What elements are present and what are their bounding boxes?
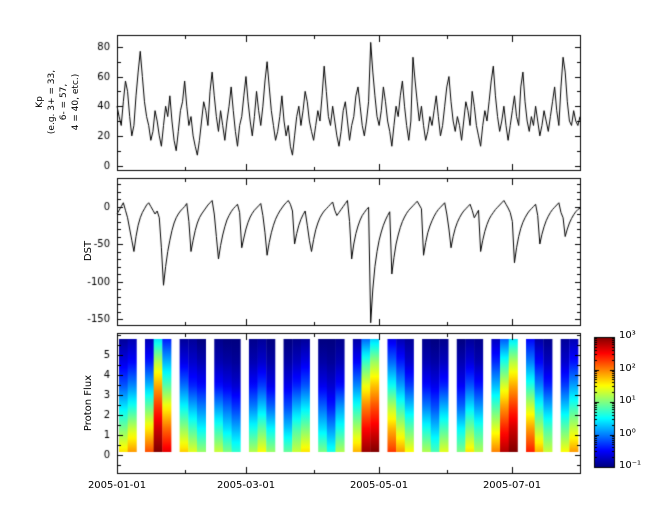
kp-axis-label-line: 6- = 57,: [59, 83, 69, 121]
kp-axis-label-line: Kp: [35, 96, 45, 108]
proton-flux-axis-label: Proton Flux: [83, 374, 94, 432]
colorbar-tick-label: 10⁻¹: [619, 460, 642, 471]
kp-axis-label: Kp (e.g. 3+ = 33, 6- = 57, 4 = 40, etc.): [34, 27, 82, 177]
kp-axis-label-line: (e.g. 3+ = 33,: [47, 69, 57, 135]
colorbar-tick-label: 10³: [619, 330, 636, 341]
colorbar-tick-label: 10⁰: [619, 428, 636, 439]
colorbar-tick-label: 10²: [619, 363, 636, 374]
dst-axis-label: DST: [83, 240, 94, 262]
colorbar-tick-label: 10¹: [619, 395, 636, 406]
x-tick-label: 2005-03-01: [216, 480, 276, 491]
x-tick-label: 2005-01-01: [87, 480, 147, 491]
x-tick-label: 2005-05-01: [349, 480, 409, 491]
kp-axis-label-line: 4 = 40, etc.): [71, 73, 81, 131]
x-tick-label: 2005-07-01: [482, 480, 542, 491]
